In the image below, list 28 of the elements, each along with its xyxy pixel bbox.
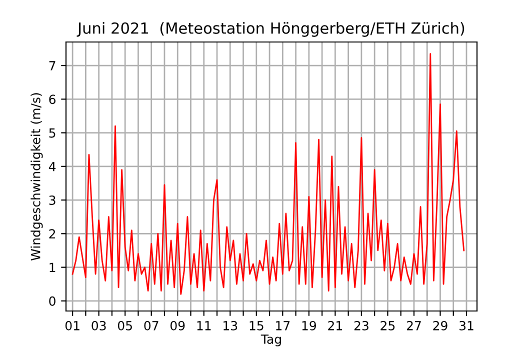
x-tick-label: 21 — [328, 320, 342, 330]
x-tick-label: 01 — [65, 320, 80, 330]
x-tick-label: 29 — [433, 320, 448, 330]
y-tick-label: 6 — [49, 94, 56, 104]
line-series — [72, 53, 465, 295]
x-axis-title: Tag — [260, 334, 281, 346]
x-tick-label: 31 — [459, 320, 474, 330]
y-tick-label: 1 — [50, 262, 56, 272]
x-tick-label: 03 — [92, 320, 106, 330]
x-tick-label: 11 — [197, 321, 211, 330]
y-tick-label: 4 — [48, 162, 56, 172]
x-tick-label: 05 — [118, 320, 132, 330]
x-tick-label: 23 — [354, 320, 368, 330]
y-tick-label: 2 — [49, 229, 56, 238]
x-tick-label: 17 — [276, 321, 290, 330]
x-tick-label: 15 — [250, 321, 264, 330]
x-tick-label: 13 — [224, 320, 238, 330]
y-tick-label: 7 — [49, 61, 56, 70]
y-tick-label: 0 — [49, 296, 56, 306]
x-tick-label: 09 — [170, 320, 185, 330]
x-tick-label: 19 — [302, 320, 316, 330]
y-tick-label: 3 — [49, 196, 56, 205]
chart-title: Juni 2021 (Meteostation Hönggerberg/ETH Zürich) — [76, 22, 464, 37]
y-axis-title: Windgeschwindigkeit (m/s) — [30, 93, 43, 260]
x-tick-label: 07 — [144, 320, 158, 330]
y-tick-label: 5 — [49, 128, 56, 138]
x-tick-label: 27 — [406, 320, 421, 330]
x-tick-label: 25 — [380, 320, 395, 330]
